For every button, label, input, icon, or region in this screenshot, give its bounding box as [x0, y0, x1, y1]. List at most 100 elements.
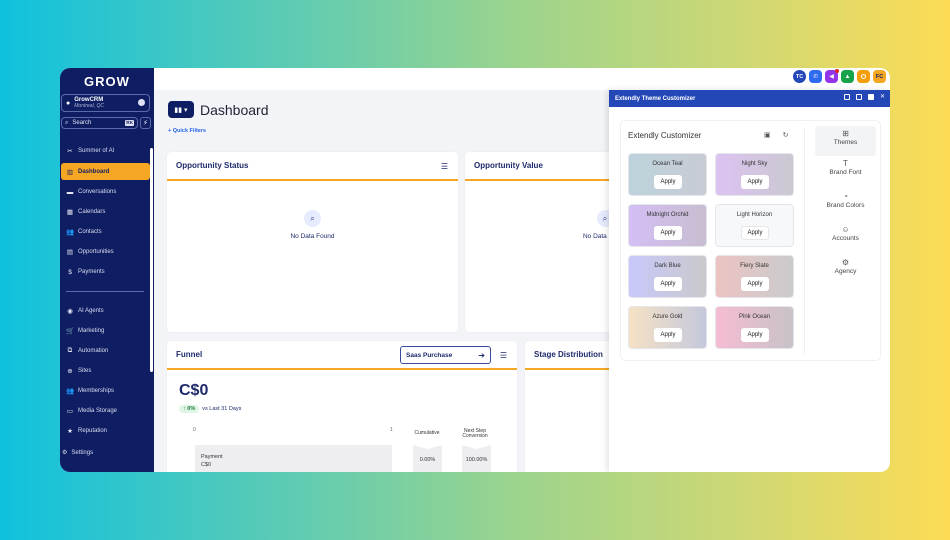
dock-right-icon[interactable]: [855, 94, 862, 100]
sidebar-item-opportunities[interactable]: ▤ Opportunities: [60, 242, 154, 262]
sidebar-item-memberships[interactable]: 👥 Memberships: [60, 381, 154, 401]
pipeline-value: Saas Purchase: [406, 351, 453, 359]
apply-button[interactable]: Apply: [741, 175, 769, 189]
sidebar-scrollbar[interactable]: [150, 148, 153, 372]
funnel-total: C$0: [179, 382, 209, 399]
sidebar-item-media-storage[interactable]: ▭ Media Storage: [60, 401, 154, 421]
customizer-title: Extendly Customizer: [628, 131, 702, 140]
apply-button[interactable]: Apply: [741, 277, 769, 291]
logo: GROW: [84, 74, 130, 89]
theme-card-light-horizon: Light Horizon Apply: [715, 204, 794, 247]
tab-brand-font[interactable]: T Brand Font: [815, 156, 876, 189]
maximize-icon[interactable]: [867, 94, 874, 100]
chat-icon: ▬: [66, 188, 74, 196]
sidebar-item-contacts[interactable]: 👥 Contacts: [60, 222, 154, 242]
account-name: GrowCRM: [74, 97, 104, 103]
contacts-icon: 👥: [66, 229, 75, 236]
card-title: Opportunity Value: [474, 161, 543, 170]
axis-min: 0: [193, 427, 196, 433]
apply-button[interactable]: Apply: [654, 277, 682, 291]
theme-card-ocean-teal: Ocean Teal Apply: [628, 153, 707, 196]
tabs-divider: [804, 127, 805, 355]
card-title: Stage Distribution: [534, 350, 603, 359]
robot-icon: ◉: [67, 308, 73, 315]
dock-left-icon[interactable]: [843, 94, 850, 100]
sidebar-item-label: Dashboard: [78, 168, 110, 175]
empty-text: No Data Found: [290, 233, 335, 240]
sidebar-item-reputation[interactable]: ★ Reputation: [60, 421, 154, 441]
sidebar-item-sites[interactable]: ⊕ Sites: [60, 361, 154, 381]
apply-button[interactable]: Apply: [654, 226, 682, 240]
user-initials-tc[interactable]: TC: [793, 70, 806, 83]
tab-label: Agency: [834, 268, 857, 275]
sidebar-item-ai-agents[interactable]: ◉ AI Agents: [60, 301, 154, 321]
reset-icon[interactable]: ↻: [782, 132, 789, 139]
quick-action-button[interactable]: ⚡: [140, 117, 151, 129]
quick-filters-link[interactable]: + Quick Filters: [168, 128, 207, 134]
notifications-button[interactable]: ▲: [841, 70, 854, 83]
tab-brand-colors[interactable]: ◔ Brand Colors: [815, 189, 876, 222]
sidebar-item-settings[interactable]: ⚙ Settings: [62, 449, 93, 457]
search-button[interactable]: ⌕ Search ⌘K: [61, 117, 138, 129]
sidebar-item-summer-of-ai[interactable]: ✂ Summer of AI: [60, 141, 154, 161]
sparkle-icon: ✂: [67, 148, 73, 155]
top-icons: TC ✆ ◀ ▲ FC: [793, 69, 886, 83]
tab-accounts[interactable]: ☺ Accounts: [815, 222, 876, 255]
grid-icon: ⊞: [842, 129, 849, 138]
app-window: GROW ● GrowCRM Montreal, QC ⌕ Search ⌘K …: [60, 68, 890, 472]
stage-name: Payment: [201, 454, 223, 460]
tab-themes[interactable]: ⊞ Themes: [815, 126, 876, 156]
tab-agency[interactable]: ⚙ Agency: [815, 255, 876, 288]
switch-account-icon: [138, 99, 145, 106]
sidebar-item-dashboard[interactable]: ▥ Dashboard: [61, 163, 150, 180]
sidebar-item-label: Conversations: [78, 189, 117, 195]
search-icon: ⌕: [65, 119, 69, 126]
theme-card-azure-gold: Azure Gold Apply: [628, 306, 707, 349]
apply-button[interactable]: Apply: [741, 226, 769, 240]
apply-button[interactable]: Apply: [654, 175, 682, 189]
sidebar-item-calendars[interactable]: ▦ Calendars: [60, 202, 154, 222]
top-bar: TC ✆ ◀ ▲ FC: [154, 68, 890, 90]
automation-icon: ⧉: [67, 347, 73, 354]
bell-icon: ▲: [844, 73, 851, 80]
account-switcher[interactable]: ● GrowCRM Montreal, QC: [61, 94, 150, 112]
sidebar-item-payments[interactable]: $ Payments: [60, 262, 154, 282]
media-icon: ▭: [66, 408, 74, 415]
theme-card-dark-blue: Dark Blue Apply: [628, 255, 707, 298]
tab-label: Themes: [833, 139, 858, 146]
cart-icon: 🛒: [66, 328, 75, 335]
next-step-value: 100.00%: [462, 445, 491, 472]
phone-button[interactable]: ✆: [809, 70, 822, 83]
help-icon: [861, 74, 866, 79]
change-badge: ↑ 0%: [179, 405, 200, 413]
sidebar-item-label: Contacts: [78, 229, 102, 235]
filter-icon[interactable]: ☰: [499, 351, 507, 360]
dashboard-switcher[interactable]: ▮▮ ▾: [168, 101, 194, 118]
sidebar-item-marketing[interactable]: 🛒 Marketing: [60, 321, 154, 341]
axis-max: 1: [390, 427, 393, 433]
filter-icon[interactable]: ☰: [440, 162, 448, 171]
notification-dot: [835, 69, 839, 73]
help-button[interactable]: [857, 70, 870, 83]
pipeline-select[interactable]: Saas Purchase ➔: [400, 346, 491, 364]
panel-header: Extendly Theme Customizer ✕: [609, 90, 890, 107]
save-icon[interactable]: ▣: [764, 132, 771, 139]
sidebar-item-label: Media Storage: [78, 408, 118, 414]
sidebar-item-label: Payments: [78, 269, 105, 275]
apply-button[interactable]: Apply: [654, 328, 682, 342]
sidebar-divider: [66, 291, 144, 292]
user-initials-fc[interactable]: FC: [873, 70, 886, 83]
theme-name: Azure Gold: [652, 314, 683, 320]
cumulative-value: 0.00%: [413, 445, 442, 472]
empty-state: ⌕ No Data Found: [167, 210, 458, 240]
announcements-button[interactable]: ◀: [825, 69, 839, 83]
arrow-right-icon: ➔: [478, 350, 485, 360]
apply-button[interactable]: Apply: [741, 328, 769, 342]
sidebar-item-label: Marketing: [78, 328, 105, 334]
sidebar-item-automation[interactable]: ⧉ Automation: [60, 341, 154, 361]
members-icon: 👥: [66, 388, 75, 395]
funnel-stage-bar[interactable]: Payment C$0: [195, 445, 392, 472]
close-icon[interactable]: ✕: [879, 94, 885, 100]
sidebar-item-conversations[interactable]: ▬ Conversations: [60, 182, 154, 202]
theme-customizer-panel: Extendly Theme Customizer ✕ Extendly Cus…: [609, 90, 890, 472]
